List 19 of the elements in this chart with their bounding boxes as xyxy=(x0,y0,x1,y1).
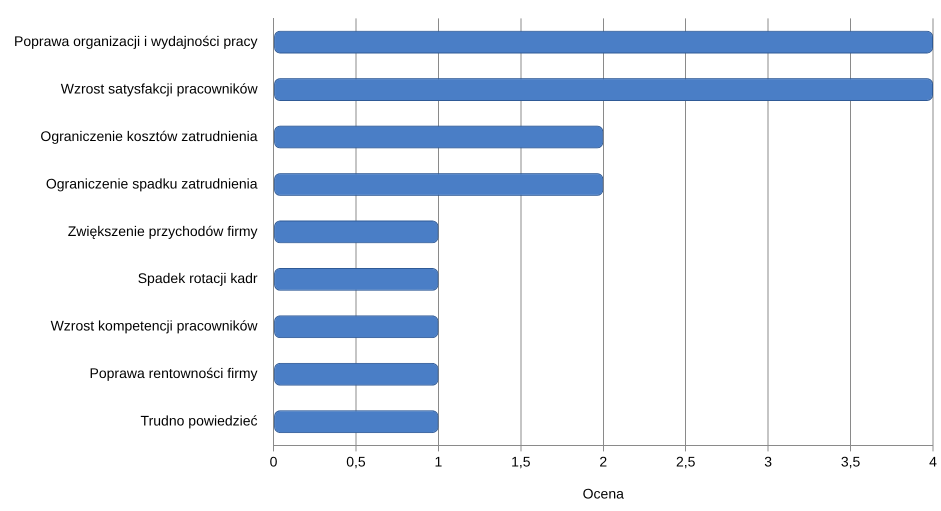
y-tick-label: Spadek rotacji kadr xyxy=(138,270,258,286)
x-tick-label: 3 xyxy=(764,454,772,470)
x-tick-label: 0,5 xyxy=(346,454,366,470)
y-tick-label: Trudno powiedzieć xyxy=(140,412,258,429)
x-tick-label: 4 xyxy=(929,454,938,470)
y-tick-label: Wzrost satysfakcji pracowników xyxy=(60,80,258,96)
y-tick-label: Ograniczenie kosztów zatrudnienia xyxy=(40,128,258,144)
x-tick-label: 0 xyxy=(270,454,278,470)
x-tick-label: 3,5 xyxy=(840,454,861,470)
y-tick-label: Zwiększenie przychodów firmy xyxy=(68,222,258,239)
x-tick-label: 2 xyxy=(599,454,608,470)
x-tick-label: 1,5 xyxy=(511,454,531,470)
y-tick-label: Poprawa rentowności firmy xyxy=(89,365,258,382)
y-tick-label: Ograniczenie spadku zatrudnienia xyxy=(46,175,258,192)
x-tick-label: 1 xyxy=(434,454,443,470)
y-tick-label: Poprawa organizacji i wydajności pracy xyxy=(14,32,258,49)
y-tick-label: Wzrost kompetencji pracowników xyxy=(50,318,258,334)
x-tick-label: 2,5 xyxy=(676,454,696,470)
x-axis-title: Ocena xyxy=(582,485,624,502)
